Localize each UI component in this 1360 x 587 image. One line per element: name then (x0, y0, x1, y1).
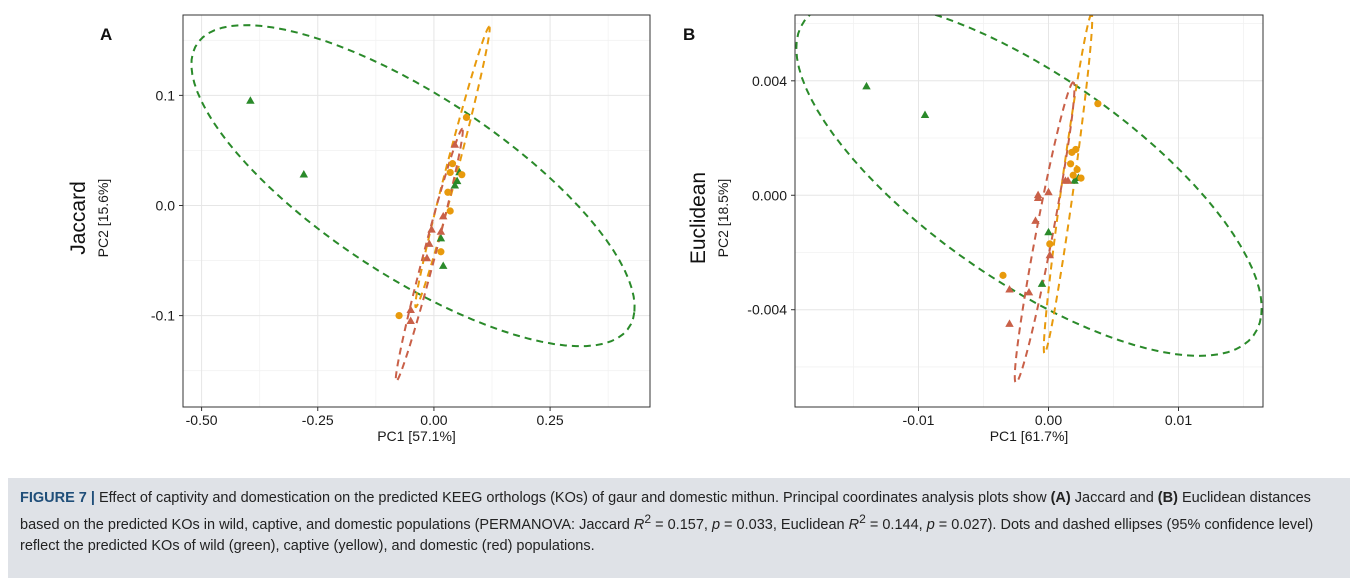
point-domestic (1033, 193, 1043, 201)
x-tick-label: -0.25 (302, 412, 334, 428)
caption-sup: 2 (644, 512, 652, 526)
point-domestic (1061, 176, 1070, 184)
point-domestic (406, 316, 415, 324)
y-tick-label: 0.1 (156, 87, 176, 103)
point-wild (450, 181, 460, 189)
point-wild (1070, 176, 1079, 184)
caption-text-3: Euclidean distances based on the predict… (20, 490, 1311, 533)
point-captive (446, 207, 454, 215)
y-axis-label: PC2 [15.6%] (95, 179, 111, 258)
panel-tag: B (683, 25, 695, 44)
row-label: Jaccard (67, 181, 90, 255)
point-captive (448, 160, 457, 168)
row-label: Euclidean (687, 172, 710, 264)
pcoa-chart: -0.50 -0.25 0.00 0.25 -0.1 0.0 0.1 PC1 [57.1%] P… (67, 14, 1264, 444)
caption-sup: 2 (859, 512, 866, 526)
point-wild (1037, 279, 1047, 287)
point-domestic (1005, 319, 1014, 327)
point-captive (1046, 240, 1054, 248)
x-tick-label: 0.01 (1165, 412, 1192, 428)
caption-p-symbol: p (926, 516, 935, 533)
y-tick-label: -0.1 (151, 308, 175, 324)
y-tick-label: -0.004 (747, 302, 787, 318)
figure-caption: FIGURE 7 | Effect of captivity and domes… (8, 478, 1350, 578)
point-captive (1073, 165, 1081, 174)
caption-r-symbol: R (633, 516, 645, 533)
point-wild (920, 110, 930, 118)
point-domestic (436, 227, 446, 235)
point-domestic (438, 211, 448, 220)
caption-text-5: = 0.033, Euclidean (720, 516, 849, 533)
caption-text-2: Jaccard and (1070, 490, 1158, 506)
plot-area (795, 15, 1263, 384)
caption-r-symbol: R (848, 516, 860, 533)
point-captive (1077, 174, 1085, 182)
point-domestic (425, 239, 434, 247)
plot-border (182, 14, 651, 408)
point-wild (299, 170, 309, 178)
point-wild (862, 81, 871, 90)
x-axis-label: PC1 [61.7%] (990, 428, 1069, 444)
point-captive (446, 168, 454, 177)
point-wild (438, 261, 448, 269)
x-tick-label: -0.01 (903, 412, 935, 428)
ellipse-domestic (394, 127, 464, 383)
figure: -0.50 -0.25 0.00 0.25 -0.1 0.0 0.1 PC1 [57.1%] P… (67, 14, 1264, 444)
point-domestic (427, 225, 436, 233)
caption-label: FIGURE 7 | (20, 490, 95, 506)
point-captive (1067, 160, 1075, 168)
x-tick-label: 0.00 (420, 412, 447, 428)
point-domestic (1044, 187, 1053, 196)
y-tick-label: 0.0 (156, 197, 176, 213)
caption-text-1: Effect of captivity and domestication on… (94, 490, 1051, 506)
x-axis-label: PC1 [57.1%] (377, 428, 456, 444)
y-tick-label: 0.004 (752, 73, 787, 89)
caption-text-7: = 0.027). Dots and dashed ellipses (95% … (20, 516, 1314, 554)
point-wild (1044, 227, 1053, 236)
point-domestic (1024, 287, 1034, 296)
point-captive (444, 188, 452, 196)
point-captive (437, 248, 445, 256)
plot-background (183, 15, 650, 407)
point-domestic (450, 140, 460, 148)
point-captive (458, 171, 466, 179)
point-captive (462, 113, 471, 122)
point-captive (395, 312, 403, 320)
x-tick-label: 0.25 (536, 412, 563, 428)
y-tick-label: 0.000 (752, 187, 787, 203)
y-axis-label: PC2 [18.5%] (715, 179, 731, 258)
point-captive (1094, 100, 1102, 108)
point-domestic (422, 253, 432, 262)
panel-a: -0.50 -0.25 0.00 0.25 -0.1 0.0 0.1 PC1 [57.1%] P… (67, 14, 651, 444)
x-tick-label: 0.00 (1035, 412, 1062, 428)
point-wild (436, 233, 446, 242)
caption-text-4: = 0.157, (651, 516, 712, 533)
ellipse-wild (795, 15, 1263, 357)
point-domestic (1045, 250, 1055, 259)
point-captive (999, 271, 1007, 279)
caption-tag-a: (A) (1050, 490, 1071, 506)
ellipse-wild (190, 24, 636, 348)
point-domestic (1031, 216, 1040, 224)
panel-b: -0.01 0.00 0.01 -0.004 0.000 0.004 PC1 [61.7%]… (683, 14, 1264, 444)
plot-border (794, 14, 1264, 408)
point-captive (1068, 148, 1076, 156)
point-captive (1069, 171, 1077, 179)
point-domestic (1005, 285, 1014, 293)
plot-area (190, 24, 636, 383)
point-domestic (406, 305, 415, 313)
caption-text-6: = 0.144, (865, 516, 927, 533)
x-tick-label: -0.50 (186, 412, 218, 428)
ellipse-captive (414, 25, 491, 309)
caption-p-symbol: p (711, 516, 721, 533)
point-wild (246, 96, 255, 104)
panel-tag: A (100, 25, 112, 44)
caption-tag-b: (B) (1157, 490, 1178, 506)
plot-background (795, 15, 1263, 407)
ellipse-domestic (1013, 81, 1076, 384)
